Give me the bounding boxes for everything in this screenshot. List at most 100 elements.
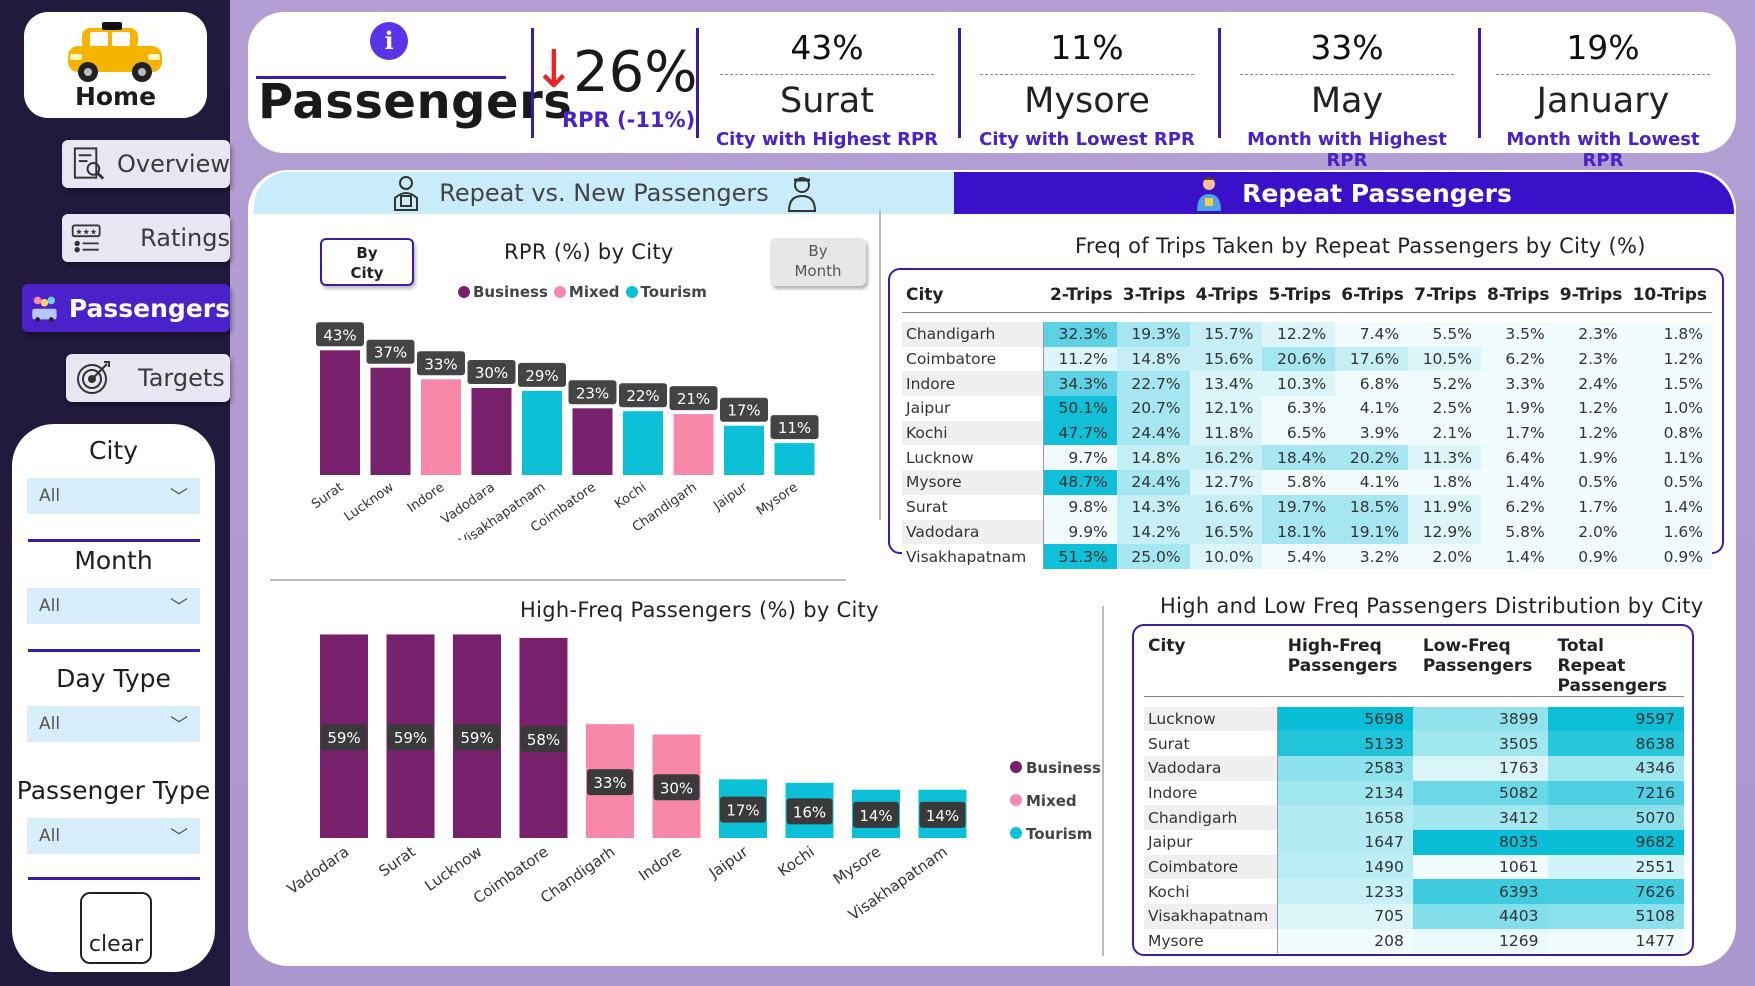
filter-month-select[interactable]: All ﹀ xyxy=(27,588,200,624)
table-row[interactable]: Lucknow 9.7% 14.8% 16.2% 18.4% 20.2% 11.3% 6.4%… xyxy=(902,445,1712,471)
tick-label: Coimbatore xyxy=(470,843,552,908)
clear-filters-button[interactable]: clear xyxy=(80,892,152,964)
table-cell: 0.5% xyxy=(1626,470,1712,495)
filter-daytype-select[interactable]: All ﹀ xyxy=(27,706,200,742)
table-cell: 5070 xyxy=(1547,805,1684,830)
tab-repeat-passengers[interactable]: Repeat Passengers xyxy=(954,172,1734,214)
bar-coimbatore[interactable] xyxy=(572,408,613,475)
table-row[interactable]: Visakhapatnam 51.3% 25.0% 10.0% 5.4% 3.2% 2.0%… xyxy=(902,544,1712,569)
column-header[interactable]: City xyxy=(902,278,1044,313)
table-row[interactable]: Jaipur 1647 8035 9682 xyxy=(1144,829,1684,855)
tab-repeat-vs-new[interactable]: Repeat vs. New Passengers xyxy=(254,172,954,214)
chevron-down-icon: ﹀ xyxy=(170,715,188,736)
table-cell: 12.2% xyxy=(1262,322,1336,347)
table-row[interactable]: Jaipur 50.1% 20.7% 12.1% 6.3% 4.1% 2.5% 1.9% 1.2… xyxy=(902,396,1712,421)
table-cell: 1.7% xyxy=(1480,420,1554,446)
table-cell: 1.5% xyxy=(1626,371,1712,397)
table-cell: 24.4% xyxy=(1116,470,1190,495)
table-row[interactable]: Kochi 1233 6393 7626 xyxy=(1144,879,1684,904)
nav-targets[interactable]: Targets xyxy=(66,354,230,402)
legend-dot xyxy=(1010,794,1022,806)
person-icon xyxy=(394,176,419,211)
table-row[interactable]: Indore 2134 5082 7216 xyxy=(1144,780,1684,806)
bar-mysore[interactable] xyxy=(774,443,815,475)
nav-passengers[interactable]: Passengers xyxy=(22,284,230,332)
filter-city-select[interactable]: All ﹀ xyxy=(27,478,200,514)
nav-ratings[interactable]: ★★★ Ratings xyxy=(62,214,230,262)
table-cell: Chandigarh xyxy=(902,322,1045,347)
column-header[interactable]: 3-Trips xyxy=(1116,278,1190,313)
table-row[interactable]: Coimbatore 1490 1061 2551 xyxy=(1144,854,1684,880)
bar-jaipur[interactable] xyxy=(724,425,764,475)
table-row[interactable]: Coimbatore 11.2% 14.8% 15.6% 20.6% 17.6% 10.5%… xyxy=(902,346,1712,372)
info-icon[interactable]: i xyxy=(370,22,408,60)
table-cell: 6.8% xyxy=(1335,371,1409,397)
tab-repeat-vs-new-label: Repeat vs. New Passengers xyxy=(439,179,769,207)
table-cell: 2583 xyxy=(1277,755,1413,781)
table-row[interactable]: Kochi 47.7% 24.4% 11.8% 6.5% 3.9% 2.1% 1.7% 1.2%… xyxy=(902,420,1712,446)
column-header[interactable]: 6-Trips xyxy=(1335,278,1409,313)
column-header[interactable]: High-Freq Passengers xyxy=(1277,636,1413,697)
data-label: 30% xyxy=(660,779,693,797)
table-cell: 19.7% xyxy=(1262,494,1336,520)
data-label-bg xyxy=(520,725,567,752)
table-cell: Surat xyxy=(902,494,1045,520)
table-cell: 6.2% xyxy=(1480,494,1554,520)
table-row[interactable]: Chandigarh 1658 3412 5070 xyxy=(1144,805,1684,830)
table-cell: 2.5% xyxy=(1408,396,1481,421)
bar-vadodara[interactable] xyxy=(471,388,512,475)
table-cell: 6393 xyxy=(1412,879,1548,904)
column-header[interactable]: 2-Trips xyxy=(1043,278,1117,313)
table-cell: 1.8% xyxy=(1626,322,1712,347)
table-row[interactable]: Chandigarh 32.3% 19.3% 15.7% 12.2% 7.4% 5.5% 3.… xyxy=(902,322,1712,347)
legend-business: Business xyxy=(458,283,548,301)
bar-chandigarh[interactable] xyxy=(673,414,714,475)
divider xyxy=(256,76,506,79)
bar-visakhapatnam[interactable] xyxy=(522,390,562,475)
toggle-by-month[interactable]: By Month xyxy=(770,238,866,286)
column-header[interactable]: 7-Trips xyxy=(1408,278,1481,313)
bar-kochi[interactable] xyxy=(623,411,663,475)
table-row[interactable]: Mysore 208 1269 1477 xyxy=(1144,928,1684,954)
column-header[interactable]: Total Repeat Passengers xyxy=(1547,636,1684,697)
overview-icon xyxy=(73,147,105,180)
table-cell: 34.3% xyxy=(1043,371,1117,397)
toggle-by-city[interactable]: By City xyxy=(320,238,414,286)
table-row[interactable]: Vadodara 2583 1763 4346 xyxy=(1144,755,1684,781)
data-label-bg xyxy=(454,724,500,751)
kpi-highest-city: 43% Surat City with Highest RPR xyxy=(712,22,942,152)
column-header[interactable]: City xyxy=(1144,636,1278,697)
table-row[interactable]: Surat 9.8% 14.3% 16.6% 19.7% 18.5% 11.9% 6.2% 1.… xyxy=(902,494,1712,520)
kpi-name: Surat xyxy=(780,81,874,121)
bar-surat[interactable] xyxy=(320,350,360,475)
kpi-name: Mysore xyxy=(1024,81,1150,121)
column-header[interactable]: 4-Trips xyxy=(1189,278,1263,313)
table-row[interactable]: Indore 34.3% 22.7% 13.4% 10.3% 6.8% 5.2% 3.3% 2.… xyxy=(902,371,1712,397)
table-cell: 14.8% xyxy=(1116,346,1190,372)
legend-tourism-label: Tourism xyxy=(640,283,707,301)
table-row[interactable]: Mysore 48.7% 24.4% 12.7% 5.8% 4.1% 1.8% 1.4% 0.5… xyxy=(902,470,1712,495)
table-cell: 5133 xyxy=(1277,731,1413,756)
table-row[interactable]: Vadodara 9.9% 14.2% 16.5% 18.1% 19.1% 12.9% 5.8… xyxy=(902,519,1712,545)
legend-dot xyxy=(458,286,470,298)
table-cell: 5.8% xyxy=(1480,519,1554,545)
bar-indore[interactable] xyxy=(421,379,461,475)
column-header[interactable]: Low-Freq Passengers xyxy=(1412,636,1548,697)
filter-passenger-type-select[interactable]: All ﹀ xyxy=(27,818,200,854)
bar-lucknow[interactable] xyxy=(370,367,411,475)
table-cell: 1.4% xyxy=(1626,494,1712,520)
home-button[interactable]: Home xyxy=(24,12,207,118)
table-row[interactable]: Surat 5133 3505 8638 xyxy=(1144,731,1684,756)
table-row[interactable]: Lucknow 5698 3899 9597 xyxy=(1144,706,1684,732)
tick-label: Mysore xyxy=(830,843,884,889)
data-label: 59% xyxy=(327,729,360,747)
column-header[interactable]: 10-Trips xyxy=(1626,278,1712,313)
column-header[interactable]: 5-Trips xyxy=(1262,278,1336,313)
legend-business: Business xyxy=(1010,752,1101,785)
column-header[interactable]: 8-Trips xyxy=(1480,278,1554,313)
column-header[interactable]: 9-Trips xyxy=(1553,278,1627,313)
table-row[interactable]: Visakhapatnam 705 4403 5108 xyxy=(1144,904,1684,929)
nav-overview[interactable]: Overview xyxy=(62,140,230,188)
table-cell: 20.6% xyxy=(1262,346,1336,372)
tab-repeat-passengers-label: Repeat Passengers xyxy=(1242,178,1512,208)
